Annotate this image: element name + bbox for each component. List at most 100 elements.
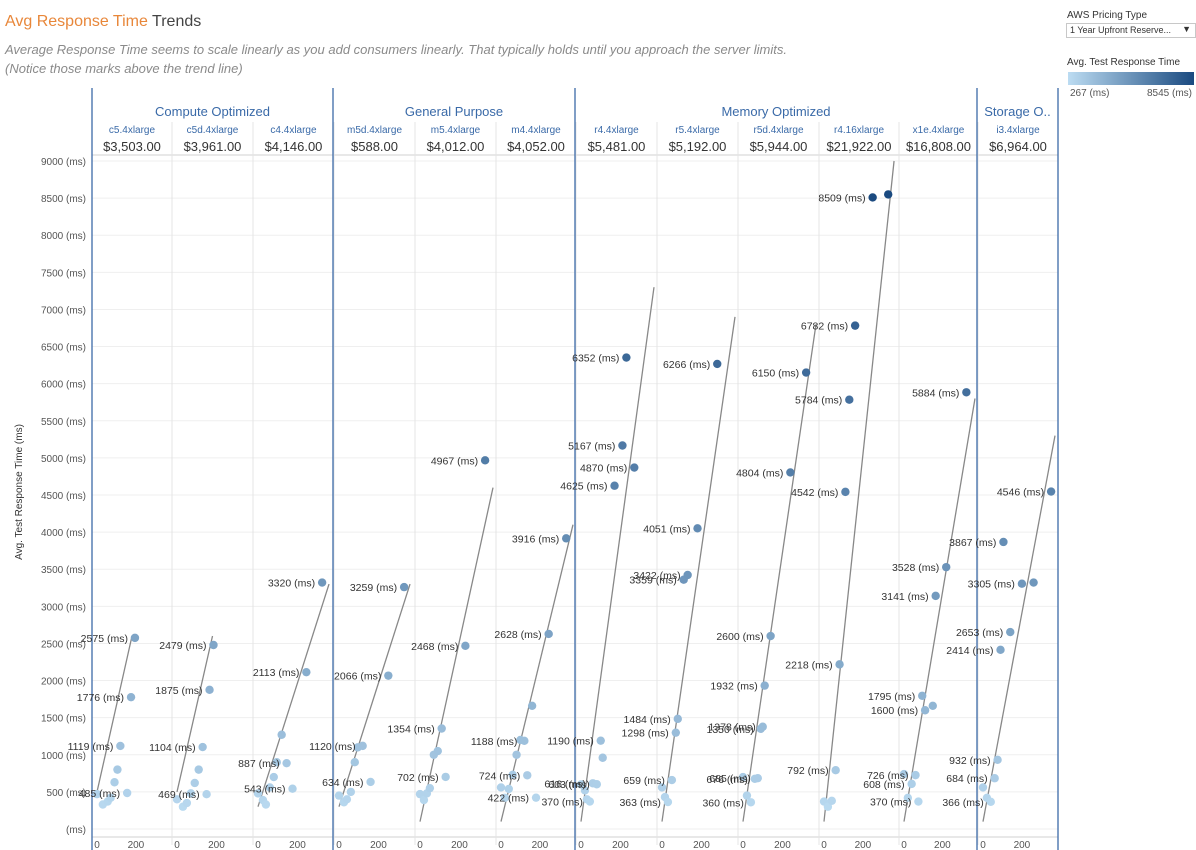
data-label: 608 (ms): [863, 779, 904, 791]
data-label: 1350 (ms): [706, 724, 753, 736]
data-label: 1298 (ms): [622, 728, 669, 740]
data-point: [334, 791, 344, 800]
x-tick-label: 200: [532, 840, 549, 850]
trend-line: [661, 316, 736, 822]
chart-title: Avg Response Time Trends: [5, 13, 201, 31]
data-label: 4870 (ms): [580, 463, 627, 475]
data-point: [996, 645, 1005, 655]
data-point: [172, 795, 182, 804]
data-point: [986, 797, 995, 807]
group-title: General Purpose: [405, 104, 503, 119]
data-label: 5784 (ms): [795, 395, 842, 407]
x-tick-label: 200: [289, 840, 306, 850]
data-label: 1795 (ms): [868, 691, 915, 703]
data-label: 1932 (ms): [710, 681, 757, 693]
instance-price: $16,808.00: [906, 139, 971, 154]
y-tick-label: 7000 (ms): [41, 305, 86, 316]
data-point: [531, 793, 541, 802]
data-label: 363 (ms): [619, 797, 660, 809]
data-label: 684 (ms): [946, 773, 987, 785]
legend-title: Avg. Test Response Time: [1067, 57, 1181, 68]
data-label: 3916 (ms): [512, 533, 559, 545]
data-label: 1484 (ms): [624, 714, 671, 726]
data-label: 2653 (ms): [956, 627, 1003, 639]
data-point: [841, 487, 850, 497]
data-label: 3528 (ms): [892, 562, 939, 574]
title-highlight: Avg Response Time: [5, 13, 148, 30]
data-point: [903, 793, 913, 803]
data-point: [544, 629, 553, 639]
data-point: [527, 701, 537, 710]
instance-price: $588.00: [351, 139, 398, 154]
data-point: [993, 755, 1002, 765]
data-label: 6352 (ms): [572, 353, 619, 365]
data-point: [182, 798, 192, 808]
instance-name: x1e.4xlarge: [913, 125, 965, 136]
pricing-type-dropdown[interactable]: 1 Year Upfront Reserve... ▼: [1066, 23, 1196, 38]
subtitle-line-2: (Notice those marks above the trend line…: [5, 61, 243, 76]
instance-price: $5,192.00: [669, 139, 727, 154]
data-label: 2468 (ms): [411, 641, 458, 653]
y-tick-label: 1000 (ms): [41, 751, 86, 762]
data-label: 1190 (ms): [547, 736, 594, 748]
instance-price: $4,146.00: [265, 139, 323, 154]
group-title: Compute Optimized: [155, 104, 270, 119]
data-label: 3259 (ms): [350, 582, 397, 594]
data-label: 4542 (ms): [791, 487, 838, 499]
x-tick-label: 0: [740, 840, 746, 850]
data-point: [868, 193, 877, 202]
data-point: [342, 795, 352, 804]
data-point: [786, 468, 795, 477]
data-point: [198, 742, 207, 752]
data-point: [899, 769, 909, 779]
data-label: 3305 (ms): [968, 579, 1015, 591]
data-label: 543 (ms): [244, 784, 285, 796]
data-label: 360 (ms): [702, 797, 743, 809]
data-point: [520, 736, 529, 746]
data-label: 5884 (ms): [912, 387, 959, 399]
data-point: [106, 793, 115, 803]
instance-price: $4,052.00: [507, 139, 565, 154]
data-label: 3141 (ms): [881, 591, 928, 603]
data-point: [962, 388, 971, 397]
data-point: [190, 778, 199, 788]
data-label: 1875 (ms): [155, 685, 202, 697]
dropdown-arrow-icon: ▼: [1182, 24, 1191, 34]
data-label: 3867 (ms): [949, 537, 996, 549]
data-point: [671, 728, 681, 737]
data-point: [1006, 627, 1015, 637]
data-label: 659 (ms): [623, 775, 664, 787]
x-tick-label: 0: [94, 840, 100, 850]
data-point: [738, 772, 748, 782]
chart-subtitle: Average Response Time seems to scale lin…: [5, 40, 787, 78]
x-tick-label: 200: [774, 840, 791, 850]
data-label: 2479 (ms): [159, 640, 206, 652]
group-title: Memory Optimized: [721, 104, 830, 119]
instance-name: m5.4xlarge: [431, 125, 481, 136]
y-tick-label: 500 (ms): [47, 788, 86, 799]
data-label: 4967 (ms): [431, 455, 478, 467]
y-tick-label: 5500 (ms): [41, 417, 86, 428]
y-tick-label: 7500 (ms): [41, 268, 86, 279]
data-label: 4625 (ms): [560, 481, 607, 493]
data-point: [358, 741, 367, 751]
data-label: 1600 (ms): [871, 705, 918, 717]
data-point: [496, 783, 506, 792]
legend-color-ramp: [1068, 72, 1194, 85]
data-point: [667, 775, 677, 785]
instance-name: i3.4xlarge: [996, 125, 1040, 136]
data-point: [911, 770, 920, 780]
data-point: [282, 758, 291, 768]
data-label: 676 (ms): [706, 774, 747, 786]
data-point: [399, 582, 409, 592]
data-point: [415, 789, 425, 799]
data-point: [1046, 487, 1056, 496]
data-label: 3320 (ms): [268, 578, 315, 590]
data-point: [630, 463, 639, 472]
instance-price: $3,503.00: [103, 139, 161, 154]
data-point: [366, 777, 375, 787]
data-label: 5167 (ms): [568, 440, 615, 452]
x-tick-label: 200: [128, 840, 145, 850]
data-point: [122, 788, 132, 798]
